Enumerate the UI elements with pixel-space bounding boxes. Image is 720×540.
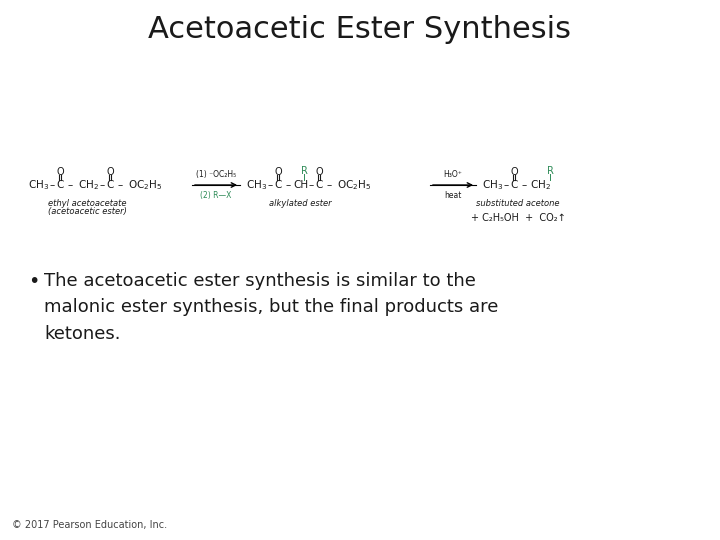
Text: O: O xyxy=(510,167,518,177)
Text: $\mathregular{CH_2}$: $\mathregular{CH_2}$ xyxy=(78,178,99,192)
Text: C: C xyxy=(56,180,63,190)
Text: (1) ⁻OC₂H₅: (1) ⁻OC₂H₅ xyxy=(196,170,236,179)
Text: R: R xyxy=(546,166,554,176)
Text: –: – xyxy=(326,180,332,190)
Text: $\mathregular{CH_3}$: $\mathregular{CH_3}$ xyxy=(28,178,49,192)
Text: The acetoacetic ester synthesis is similar to the
malonic ester synthesis, but t: The acetoacetic ester synthesis is simil… xyxy=(44,272,498,343)
Text: O: O xyxy=(315,167,323,177)
Text: •: • xyxy=(28,272,40,291)
Text: –: – xyxy=(117,180,122,190)
Text: –: – xyxy=(267,180,273,190)
Text: C: C xyxy=(107,180,114,190)
Text: © 2017 Pearson Education, Inc.: © 2017 Pearson Education, Inc. xyxy=(12,520,167,530)
Text: O: O xyxy=(56,167,64,177)
Text: (2) R—X: (2) R—X xyxy=(200,191,232,200)
Text: ethyl acetoacetate: ethyl acetoacetate xyxy=(48,199,126,208)
Text: O: O xyxy=(274,167,282,177)
Text: C: C xyxy=(315,180,323,190)
Text: Acetoacetic Ester Synthesis: Acetoacetic Ester Synthesis xyxy=(148,16,572,44)
Text: C: C xyxy=(274,180,282,190)
Text: –: – xyxy=(521,180,526,190)
Text: H₃O⁺: H₃O⁺ xyxy=(444,170,462,179)
Text: (acetoacetic ester): (acetoacetic ester) xyxy=(48,207,127,216)
Text: –: – xyxy=(308,180,314,190)
Text: –: – xyxy=(503,180,508,190)
Text: substituted acetone: substituted acetone xyxy=(476,199,559,208)
Text: $\mathregular{CH_2}$: $\mathregular{CH_2}$ xyxy=(529,178,551,192)
Text: CH: CH xyxy=(294,180,309,190)
Text: + C₂H₅OH  +  CO₂↑: + C₂H₅OH + CO₂↑ xyxy=(471,213,565,223)
Text: $\mathregular{CH_3}$: $\mathregular{CH_3}$ xyxy=(246,178,267,192)
Text: O: O xyxy=(106,167,114,177)
Text: alkylated ester: alkylated ester xyxy=(269,199,332,208)
Text: $\mathregular{OC_2H_5}$: $\mathregular{OC_2H_5}$ xyxy=(128,178,162,192)
Text: –: – xyxy=(68,180,73,190)
Text: $\mathregular{CH_3}$: $\mathregular{CH_3}$ xyxy=(482,178,503,192)
Text: $\mathregular{OC_2H_5}$: $\mathregular{OC_2H_5}$ xyxy=(337,178,372,192)
Text: –: – xyxy=(285,180,291,190)
Text: R: R xyxy=(300,166,307,176)
Text: heat: heat xyxy=(444,191,462,200)
Text: C: C xyxy=(510,180,518,190)
Text: –: – xyxy=(50,180,55,190)
Text: –: – xyxy=(99,180,104,190)
